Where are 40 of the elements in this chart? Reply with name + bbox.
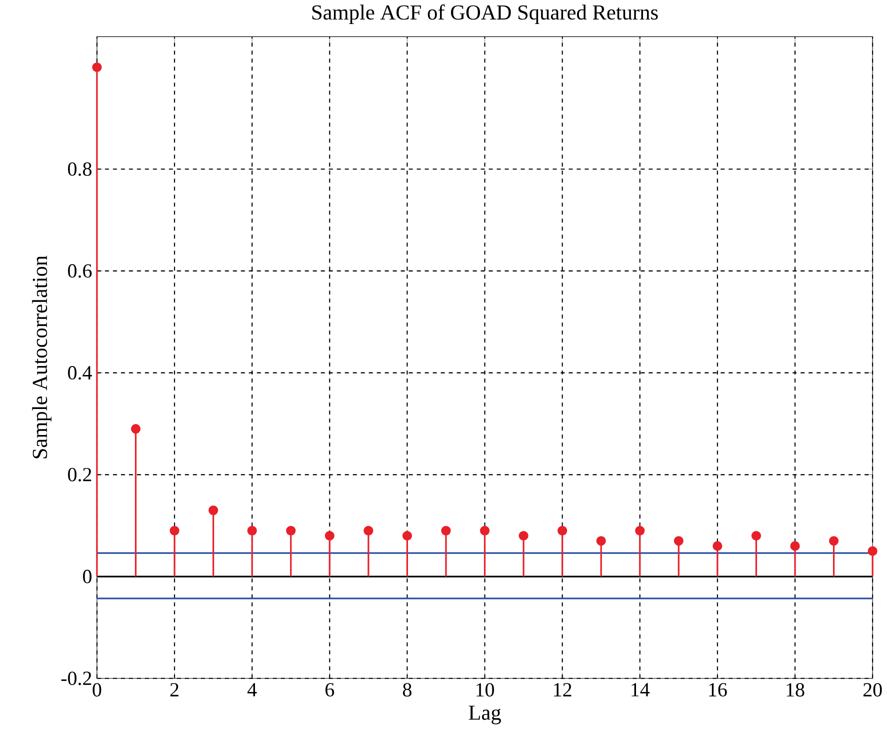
point [402, 530, 412, 540]
point [92, 62, 102, 72]
y-tick-label: -0.2 [61, 671, 92, 685]
x-tick-label: 18 [786, 682, 804, 696]
point [674, 536, 684, 546]
y-tick-label: 0.8 [68, 162, 92, 176]
point [751, 530, 762, 540]
y-tick-label: 0.4 [68, 366, 92, 380]
x-tick-label: 10 [476, 682, 494, 696]
point [480, 526, 490, 536]
point [635, 526, 645, 536]
x-tick-label: 20 [863, 682, 882, 696]
x-tick-label: 0 [92, 682, 102, 696]
y-tick-label: 0.6 [68, 264, 92, 278]
point [208, 505, 218, 515]
y-tick-label: 0.2 [68, 468, 92, 482]
point [130, 424, 141, 434]
point [324, 530, 334, 540]
point [286, 526, 296, 536]
point [364, 526, 374, 536]
y-axis-title: Sample Autocorrelation [32, 256, 52, 458]
x-tick-label: 6 [326, 682, 334, 696]
y-tick-label: 0 [83, 570, 92, 584]
x-tick-label: 2 [170, 682, 178, 696]
point [518, 530, 528, 540]
point [170, 526, 180, 536]
point [712, 540, 722, 551]
x-tick-label: 16 [709, 682, 727, 696]
x-axis-title: Lag [468, 706, 501, 724]
point [596, 536, 606, 546]
x-tick-label: 12 [554, 682, 572, 696]
point [790, 540, 800, 551]
x-tick-label: 14 [632, 682, 650, 696]
x-tick-label: 8 [402, 682, 412, 696]
point [441, 526, 451, 536]
chart-title: Sample ACF of GOAD Squared Returns [312, 4, 658, 24]
point [247, 526, 257, 536]
point [828, 536, 839, 546]
x-tick-label: 4 [247, 682, 257, 696]
point [558, 526, 568, 536]
